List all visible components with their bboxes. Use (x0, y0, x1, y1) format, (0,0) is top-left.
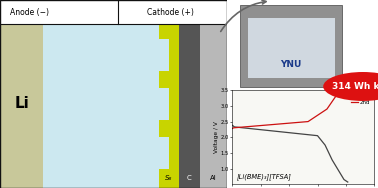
2nd (246, 125, 251, 128)
2nd (258, 124, 262, 127)
Text: YNU: YNU (280, 60, 302, 69)
Text: S₈: S₈ (165, 175, 173, 181)
2nd (336, 92, 340, 95)
Legend: 1st, 2nd: 1st, 2nd (350, 93, 372, 106)
1st (345, 181, 350, 183)
Y-axis label: Voltage / V: Voltage / V (214, 121, 219, 153)
1st (323, 145, 328, 147)
Bar (159, 24, 179, 188)
2nd (332, 97, 337, 99)
Bar (179, 24, 200, 188)
1st (322, 143, 326, 145)
Line: 2nd: 2nd (232, 93, 338, 128)
Bar (248, 18, 335, 78)
Line: 1st: 1st (232, 125, 348, 182)
Bar (159, 137, 169, 169)
Bar (200, 24, 227, 188)
Text: Cathode (+): Cathode (+) (147, 8, 194, 17)
1st (342, 178, 346, 181)
Text: C: C (187, 175, 192, 181)
1st (330, 159, 335, 161)
Text: [Li(BME)₃][TFSA]: [Li(BME)₃][TFSA] (237, 173, 291, 180)
FancyArrowPatch shape (221, 0, 266, 31)
1st (276, 130, 281, 133)
Text: Al: Al (210, 175, 217, 181)
2nd (330, 101, 334, 103)
Bar (240, 5, 342, 87)
2nd (336, 92, 341, 94)
1st (338, 173, 343, 175)
2nd (230, 127, 235, 130)
Text: 314 Wh kg⁻¹: 314 Wh kg⁻¹ (332, 82, 378, 91)
Text: Li: Li (14, 96, 29, 111)
Text: Anode (−): Anode (−) (10, 8, 49, 17)
Bar (159, 88, 169, 120)
Bar (0, 0, 227, 24)
Bar (159, 39, 169, 71)
Bar (0, 24, 43, 188)
Bar (43, 24, 159, 188)
1st (230, 124, 235, 127)
2nd (310, 118, 315, 120)
Ellipse shape (323, 72, 378, 101)
